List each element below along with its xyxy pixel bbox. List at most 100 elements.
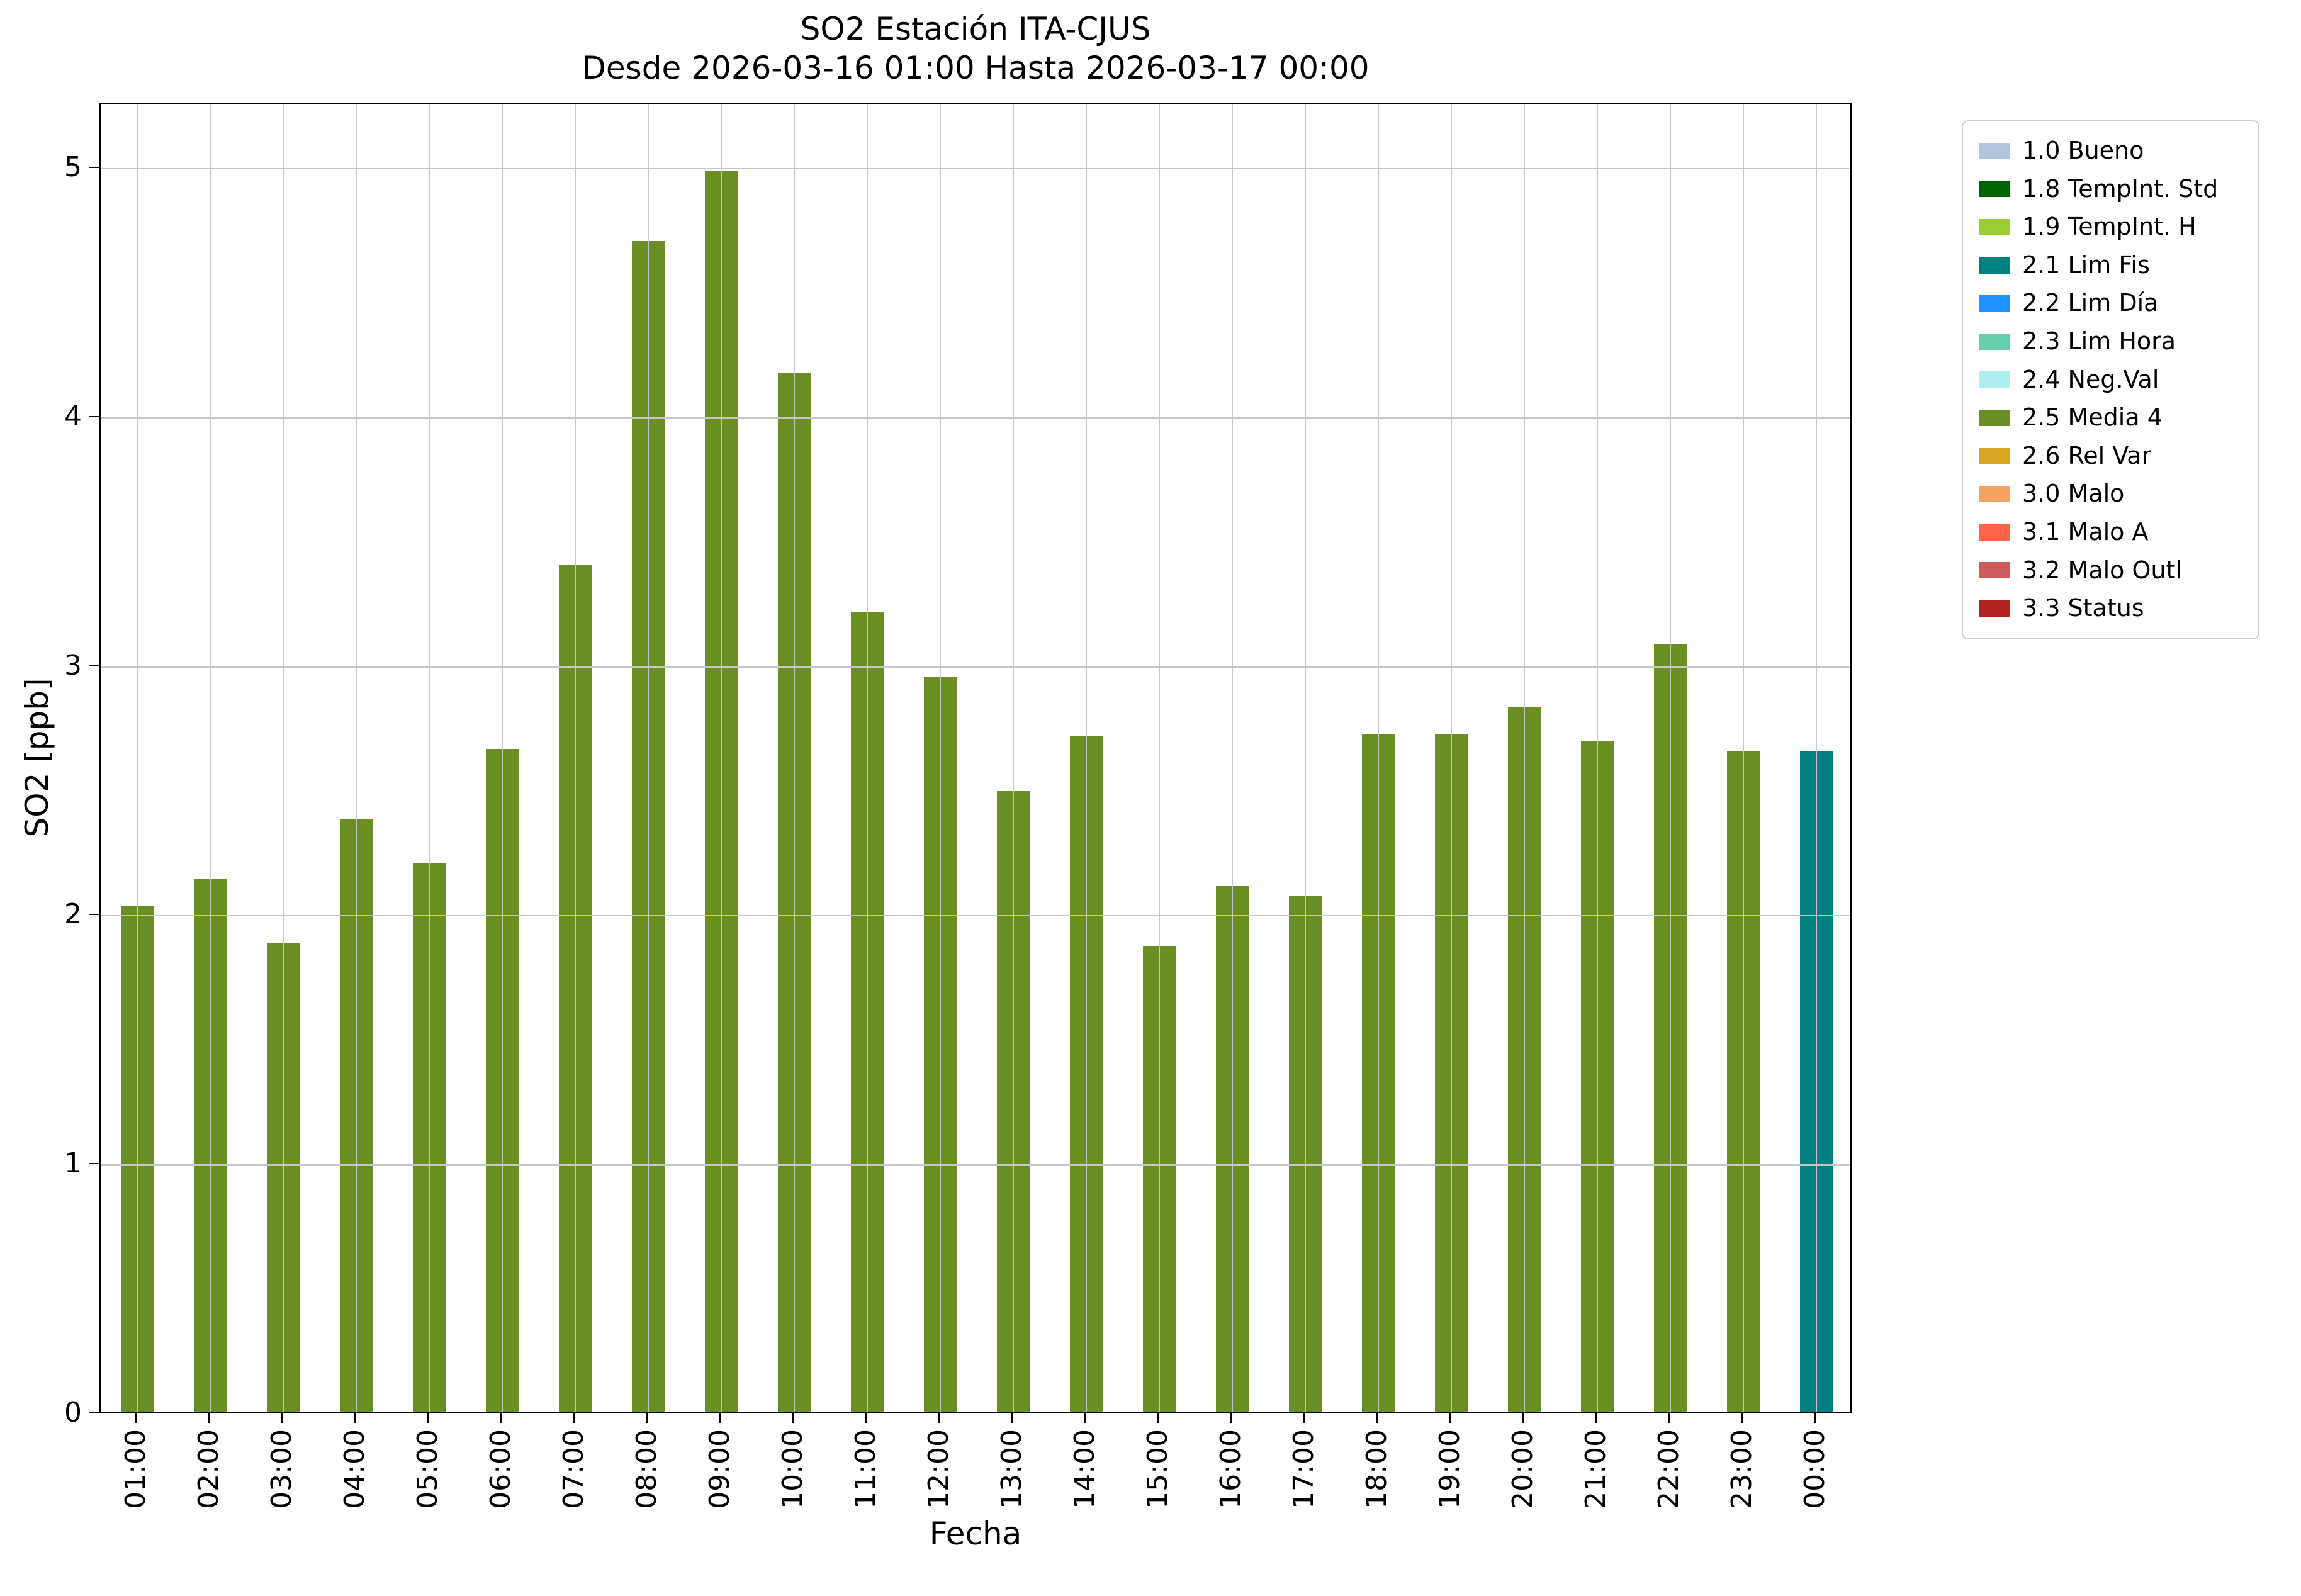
x-tick-label: 03:00	[266, 1429, 298, 1509]
y-tick-mark	[89, 415, 99, 417]
plot-area	[99, 103, 1852, 1413]
x-tick-mark	[1741, 1413, 1743, 1423]
x-tick-mark	[1011, 1413, 1013, 1423]
x-gridline	[283, 104, 284, 1412]
legend-label: 2.3 Lim Hora	[2022, 327, 2176, 355]
legend-label: 2.4 Neg.Val	[2022, 365, 2159, 393]
x-tick-label: 23:00	[1726, 1429, 1758, 1509]
x-tick-label: 19:00	[1434, 1429, 1466, 1509]
legend-label: 1.8 TempInt. Std	[2022, 174, 2219, 203]
x-gridline	[1743, 104, 1744, 1412]
x-gridline	[1816, 104, 1817, 1412]
legend-color-swatch	[1979, 562, 2010, 579]
x-tick-label: 07:00	[558, 1429, 590, 1509]
y-gridline	[101, 1164, 1850, 1166]
x-gridline	[356, 104, 357, 1412]
legend-color-swatch	[1979, 257, 2010, 274]
x-tick-mark	[719, 1413, 721, 1423]
legend-color-swatch	[1979, 447, 2010, 464]
x-gridline	[1159, 104, 1160, 1412]
y-axis-label: SO2 [ppb]	[19, 678, 55, 838]
x-gridline	[1597, 104, 1598, 1412]
legend-color-swatch	[1979, 600, 2010, 617]
x-tick-label: 14:00	[1069, 1429, 1101, 1509]
x-tick-mark	[500, 1413, 502, 1423]
legend-color-swatch	[1979, 409, 2010, 426]
x-tick-mark	[1449, 1413, 1451, 1423]
y-tick-label: 2	[64, 898, 82, 931]
x-gridline	[1305, 104, 1306, 1412]
x-tick-mark	[1522, 1413, 1524, 1423]
legend-color-swatch	[1979, 524, 2010, 541]
legend-entry: 2.2 Lim Día	[1979, 289, 2242, 318]
legend-entry: 2.3 Lim Hora	[1979, 327, 2242, 356]
x-tick-mark	[1230, 1413, 1232, 1423]
legend-label: 2.6 Rel Var	[2022, 441, 2152, 469]
x-gridline	[1378, 104, 1379, 1412]
legend-label: 1.9 TempInt. H	[2022, 213, 2197, 241]
x-tick-label: 18:00	[1361, 1429, 1393, 1509]
y-gridline	[101, 167, 1850, 169]
x-tick-mark	[208, 1413, 210, 1423]
x-tick-mark	[281, 1413, 283, 1423]
x-gridline	[1086, 104, 1087, 1412]
x-gridline	[940, 104, 941, 1412]
x-gridline	[1013, 104, 1014, 1412]
x-tick-mark	[938, 1413, 940, 1423]
x-tick-label: 12:00	[923, 1429, 955, 1509]
y-tick-mark	[89, 914, 99, 916]
x-tick-mark	[1376, 1413, 1378, 1423]
legend-label: 2.2 Lim Día	[2022, 289, 2159, 317]
legend-label: 3.2 Malo Outl	[2022, 556, 2182, 584]
x-tick-mark	[427, 1413, 429, 1423]
x-tick-label: 02:00	[193, 1429, 225, 1509]
legend-label: 1.0 Bueno	[2022, 137, 2144, 164]
legend-entry: 2.1 Lim Fis	[1979, 251, 2242, 280]
x-tick-label: 06:00	[485, 1429, 517, 1509]
x-gridline	[137, 104, 138, 1412]
x-tick-label: 01:00	[120, 1429, 152, 1509]
x-tick-mark	[1595, 1413, 1597, 1423]
legend-color-swatch	[1979, 295, 2010, 312]
legend-entry: 3.2 Malo Outl	[1979, 556, 2242, 585]
x-tick-label: 04:00	[339, 1429, 371, 1509]
x-tick-mark	[354, 1413, 356, 1423]
legend-color-swatch	[1979, 371, 2010, 388]
legend-label: 2.1 Lim Fis	[2022, 250, 2150, 279]
x-tick-mark	[865, 1413, 867, 1423]
x-gridline	[502, 104, 503, 1412]
x-gridline	[867, 104, 868, 1412]
x-tick-label: 13:00	[996, 1429, 1028, 1509]
x-tick-label: 00:00	[1799, 1429, 1831, 1509]
x-tick-mark	[646, 1413, 648, 1423]
legend-entry: 1.9 TempInt. H	[1979, 213, 2242, 242]
x-axis-label: Fecha	[929, 1515, 1022, 1552]
y-tick-mark	[89, 665, 99, 666]
x-tick-label: 22:00	[1653, 1429, 1685, 1509]
legend-color-swatch	[1979, 218, 2010, 235]
x-tick-mark	[573, 1413, 575, 1423]
legend-entry: 2.4 Neg.Val	[1979, 366, 2242, 395]
y-gridline	[101, 915, 1850, 917]
y-gridline	[101, 417, 1850, 419]
legend-entry: 3.3 Status	[1979, 594, 2242, 623]
x-tick-label: 15:00	[1142, 1429, 1174, 1509]
legend-entry: 3.1 Malo A	[1979, 518, 2242, 547]
y-tick-label: 4	[64, 400, 82, 432]
x-tick-label: 10:00	[777, 1429, 809, 1509]
x-tick-mark	[1084, 1413, 1086, 1423]
x-tick-label: 05:00	[412, 1429, 444, 1509]
legend-color-swatch	[1979, 142, 2010, 159]
legend-color-swatch	[1979, 333, 2010, 350]
x-tick-label: 21:00	[1580, 1429, 1612, 1509]
x-gridline	[210, 104, 211, 1412]
x-gridline	[721, 104, 722, 1412]
legend-color-swatch	[1979, 486, 2010, 503]
legend-entry: 3.0 Malo	[1979, 480, 2242, 509]
y-tick-mark	[89, 1412, 99, 1413]
y-tick-label: 0	[64, 1396, 82, 1429]
chart-subtitle: Desde 2026-03-16 01:00 Hasta 2026-03-17 …	[582, 50, 1370, 86]
x-tick-label: 11:00	[850, 1429, 882, 1509]
y-tick-mark	[89, 1163, 99, 1165]
legend-entry: 2.6 Rel Var	[1979, 442, 2242, 471]
